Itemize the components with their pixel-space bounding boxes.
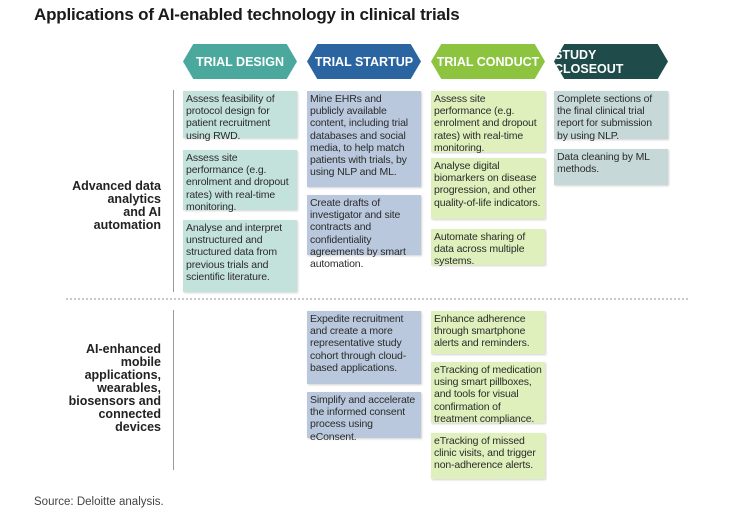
card-trial-design: Assess site performance (e.g. enrolment … <box>183 150 297 213</box>
card-trial-design: Analyse and interpret unstructured and s… <box>183 220 297 292</box>
row-label-line: devices <box>115 420 161 434</box>
card-trial-conduct: Analyse digital biomarkers on disease pr… <box>431 158 545 219</box>
card-trial-startup: Expedite recruitment and create a more r… <box>307 311 421 384</box>
card-trial-startup: Create drafts of investigator and site c… <box>307 195 421 270</box>
card-trial-startup: Mine EHRs and publicly available content… <box>307 91 421 187</box>
row-divider-line <box>173 310 174 470</box>
row-label-ai-mobile: AI-enhanced mobile applications, wearabl… <box>69 343 161 434</box>
row-label-line: automation <box>93 218 161 232</box>
source-note: Source: Deloitte analysis. <box>34 496 164 508</box>
row-divider-line <box>173 90 174 292</box>
card-trial-design: Assess feasibility of protocol design fo… <box>183 91 297 142</box>
section-separator <box>66 298 688 300</box>
row-label-line: biosensors and <box>68 394 161 408</box>
row-label-line: analytics <box>107 192 161 206</box>
card-trial-conduct: Enhance adherence through smartphone ale… <box>431 311 545 354</box>
row-label-line: AI-enhanced <box>85 342 161 356</box>
row-label-advanced-analytics: Advanced data analytics and AI automatio… <box>72 180 161 232</box>
card-study-closeout: Data cleaning by ML methods. <box>554 149 668 185</box>
card-study-closeout: Complete sections of the final clinical … <box>554 91 668 142</box>
card-trial-conduct: Automate sharing of data across multiple… <box>431 229 545 267</box>
row-label-line: and AI <box>123 205 161 219</box>
card-trial-conduct: eTracking of missed clinic visits, and t… <box>431 433 545 479</box>
phase-header-trial-conduct: TRIAL CONDUCT <box>431 44 545 79</box>
row-label-line: mobile <box>120 355 161 369</box>
card-trial-conduct: eTracking of medication using smart pill… <box>431 362 545 425</box>
page-title: Applications of AI-enabled technology in… <box>34 5 460 24</box>
row-label-line: Advanced data <box>72 179 161 193</box>
phase-header-trial-startup: TRIAL STARTUP <box>307 44 421 79</box>
card-trial-conduct: Assess site performance (e.g. enrolment … <box>431 91 545 154</box>
row-label-line: connected <box>98 407 161 421</box>
phase-header-trial-design: TRIAL DESIGN <box>183 44 297 79</box>
phase-header-study-closeout: STUDY CLOSEOUT <box>554 44 668 79</box>
row-label-line: applications, <box>84 368 161 382</box>
card-trial-startup: Simplify and accelerate the informed con… <box>307 392 421 443</box>
row-label-line: wearables, <box>97 381 161 395</box>
